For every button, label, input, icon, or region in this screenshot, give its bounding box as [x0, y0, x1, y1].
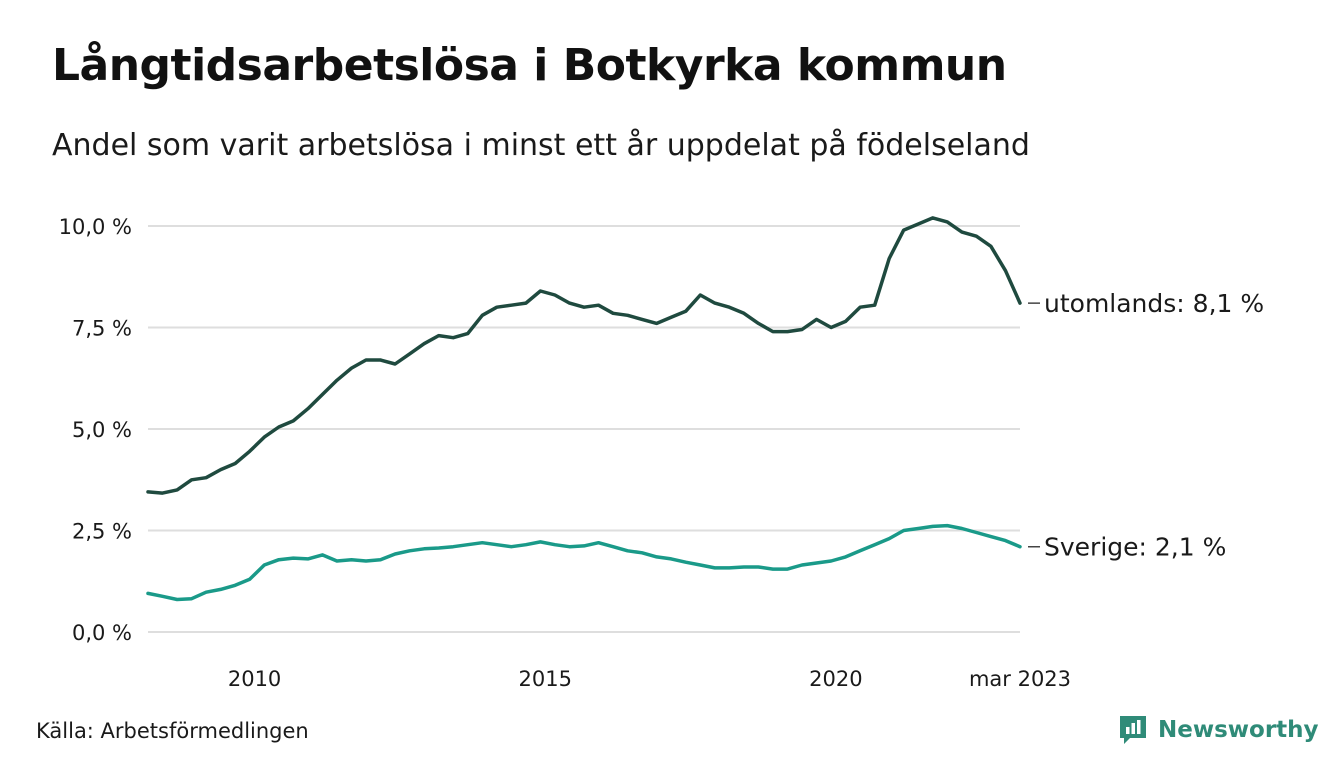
chart-title: Långtidsarbetslösa i Botkyrka kommun — [52, 40, 1007, 91]
newsworthy-chart-logo-icon — [1120, 716, 1146, 744]
y-tick-label: 5,0 % — [72, 418, 132, 442]
source-note: Källa: Arbetsförmedlingen — [36, 719, 309, 743]
chart-subtitle: Andel som varit arbetslösa i minst ett å… — [52, 128, 1030, 163]
grid-lines — [148, 225, 1020, 633]
series-line-sverige — [146, 523, 1022, 602]
y-tick-label: 7,5 % — [72, 317, 132, 341]
series-end-label: Sverige: 2,1 % — [1044, 533, 1226, 562]
series-lines — [146, 216, 1022, 602]
x-axis-tick-labels: 2010 2015 2020 mar 2023 — [228, 667, 1071, 691]
x-tick-label: 2020 — [809, 667, 862, 691]
brand-logo[interactable]: Newsworthy — [1118, 714, 1319, 746]
y-tick-label: 0,0 % — [72, 621, 132, 645]
y-tick-label: 10,0 % — [59, 215, 132, 239]
series-end-labels: utomlands: 8,1 % Sverige: 2,1 % — [1028, 289, 1264, 562]
x-tick-label: 2015 — [519, 667, 572, 691]
brand-name: Newsworthy — [1158, 717, 1319, 743]
series-line-utomlands — [146, 216, 1022, 495]
x-tick-label: 2010 — [228, 667, 281, 691]
series-end-label: utomlands: 8,1 % — [1044, 289, 1264, 318]
x-tick-label: mar 2023 — [969, 667, 1071, 691]
y-tick-label: 2,5 % — [72, 520, 132, 544]
y-axis-tick-labels: 0,0 % 2,5 % 5,0 % 7,5 % 10,0 % — [59, 215, 132, 645]
